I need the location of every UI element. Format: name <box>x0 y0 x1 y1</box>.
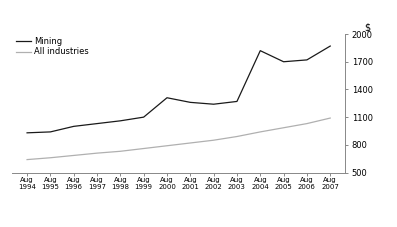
All industries <box>188 142 193 144</box>
Line: All industries: All industries <box>27 118 330 160</box>
Mining <box>281 60 286 63</box>
Mining <box>71 125 76 128</box>
Mining <box>304 59 309 61</box>
Mining <box>188 101 193 104</box>
All industries <box>48 156 53 159</box>
All industries <box>94 152 99 155</box>
Mining <box>94 122 99 125</box>
Mining <box>48 131 53 133</box>
Legend: Mining, All industries: Mining, All industries <box>16 37 89 57</box>
All industries <box>328 117 333 119</box>
All industries <box>165 144 170 147</box>
Mining <box>141 116 146 118</box>
All industries <box>281 126 286 129</box>
Mining <box>165 96 170 99</box>
Mining <box>258 49 263 52</box>
All industries <box>118 150 123 153</box>
Mining <box>328 45 333 47</box>
All industries <box>25 158 29 161</box>
All industries <box>235 135 239 138</box>
Text: $: $ <box>364 23 370 33</box>
Mining <box>211 103 216 106</box>
All industries <box>211 139 216 142</box>
Mining <box>235 100 239 103</box>
All industries <box>141 147 146 150</box>
Mining <box>25 131 29 134</box>
All industries <box>304 122 309 125</box>
All industries <box>258 131 263 133</box>
All industries <box>71 154 76 157</box>
Mining <box>118 119 123 122</box>
Line: Mining: Mining <box>27 46 330 133</box>
